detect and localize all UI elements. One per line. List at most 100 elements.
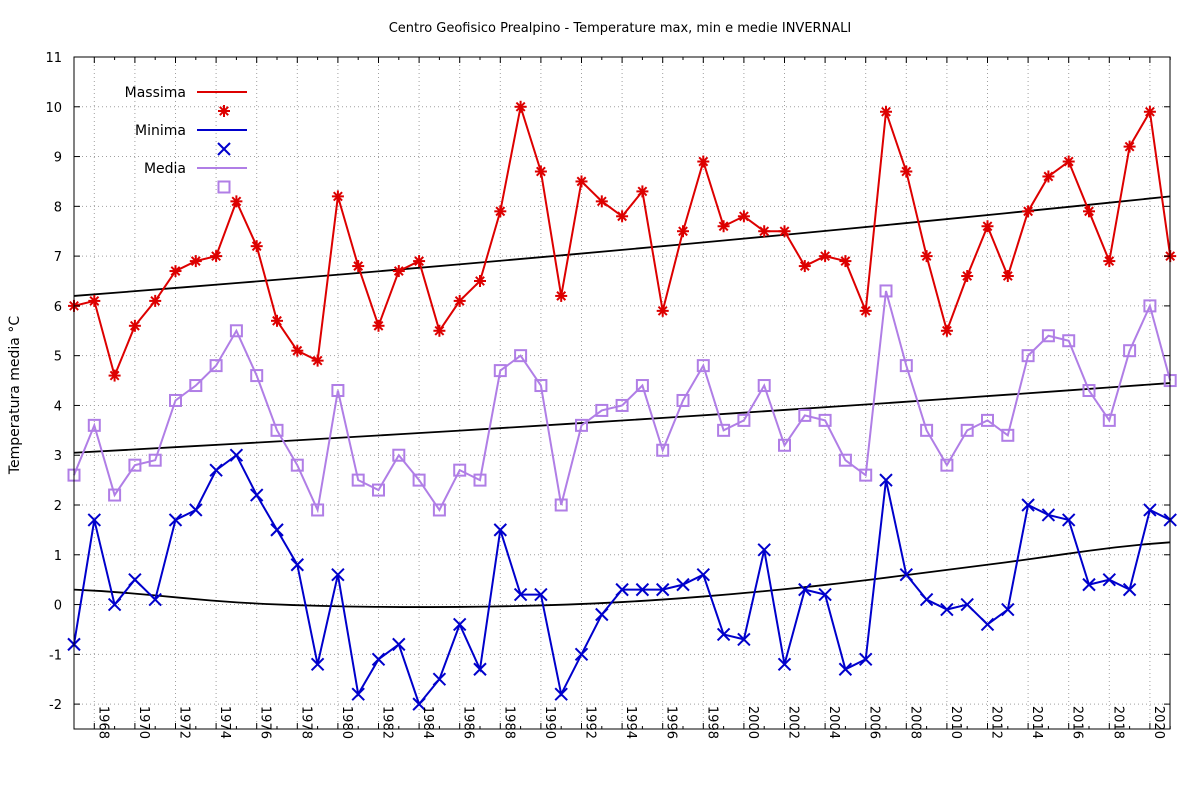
y-tick-label: 0 [54,599,62,614]
point-massima [291,344,304,357]
point-minima [1102,572,1117,587]
plot-frame [73,56,1171,730]
point-minima [676,577,690,592]
x-tick-label: 1988 [501,706,516,739]
point-minima [615,582,629,597]
point-media [1102,413,1116,427]
point-massima [616,210,629,223]
point-minima [412,697,426,711]
point-massima [392,265,405,278]
y-tick-label: 10 [45,101,62,116]
trend-line-media [73,382,1171,454]
point-massima [494,205,507,218]
point-media [169,393,182,407]
point-minima [574,647,589,662]
point-massima [331,190,344,203]
point-massima [697,155,710,168]
point-media [108,488,122,502]
x-tick-label: 2000 [745,706,760,739]
point-massima [149,294,162,307]
point-massima [108,369,121,382]
point-media [351,473,365,487]
point-media [1021,349,1035,363]
point-media [128,458,142,472]
point-massima [474,275,486,287]
point-massima [737,210,750,223]
point-massima [920,250,933,263]
point-massima [311,354,324,367]
point-media [392,448,406,462]
point-massima [1083,205,1095,218]
y-axis-label: Temperatura media °C [7,316,23,475]
point-minima [919,592,934,607]
point-minima [595,607,609,622]
point-media [331,384,345,398]
point-minima [189,503,203,517]
point-minima [1001,602,1015,617]
series-line-media [73,290,1172,514]
point-minima [980,617,995,632]
x-tick-label: 1994 [623,706,638,739]
point-massima [210,250,223,263]
x-tick-label: 1996 [664,706,679,739]
point-minima [940,602,954,617]
point-minima [168,513,183,527]
point-massima [1062,155,1075,168]
point-minima [696,567,711,582]
point-minima [1021,498,1035,512]
point-minima [229,448,244,462]
x-tick-label: 2006 [867,706,882,739]
point-massima [1022,205,1035,218]
point-media [432,503,446,517]
point-massima [169,265,182,278]
series-lines [67,100,1177,711]
point-minima [209,463,223,477]
point-media [311,503,325,517]
point-massima [717,220,730,233]
y-tick-label: 2 [54,499,62,514]
point-massima [271,314,283,327]
point-media [838,453,852,467]
legend: Massima Minima Media [125,85,247,194]
point-minima [128,572,142,587]
point-media [1082,384,1096,398]
x-tick-label: 1968 [95,706,110,739]
point-minima [1082,577,1096,592]
point-media [1041,329,1055,343]
point-massima [940,324,953,337]
point-massima [230,195,243,208]
point-minima [716,627,731,642]
point-massima [534,165,547,178]
point-media [778,438,791,452]
point-media [981,413,994,427]
legend-marker-massima [218,105,230,117]
point-media [940,458,954,472]
point-massima [88,294,101,307]
point-minima [635,582,650,597]
point-massima [128,319,141,332]
point-media [473,473,487,487]
point-minima [331,567,345,582]
x-tick-label: 2014 [1029,706,1044,739]
x-tick-label: 1974 [217,706,232,739]
point-massima [413,255,426,268]
point-media [798,408,812,422]
point-massima [1001,270,1014,283]
point-media [453,463,467,477]
point-media [818,413,832,427]
point-massima [819,250,832,263]
point-media [615,398,629,412]
point-minima [1143,503,1157,517]
point-media [270,423,284,437]
point-minima [838,662,853,676]
legend-marker-minima [217,142,231,156]
x-tick-label: 2004 [826,706,841,739]
x-tick-label: 2010 [948,706,963,739]
point-massima [981,220,994,233]
point-media [514,349,528,363]
x-tick-label: 1986 [461,706,476,739]
x-tick-label: 1990 [542,706,557,739]
point-minima [777,657,792,671]
point-massima [798,260,811,273]
